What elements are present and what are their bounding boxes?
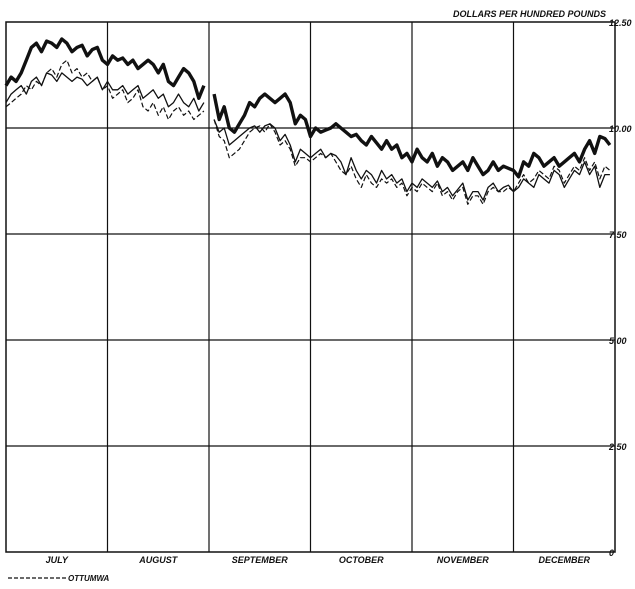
y-axis-label: DOLLARS PER HUNDRED POUNDS [453, 9, 606, 19]
x-tick-label: NOVEMBER [437, 555, 490, 565]
x-tick-label: JULY [46, 555, 69, 565]
y-tick-label: 2.50 [608, 442, 627, 452]
x-tick-label: DECEMBER [538, 555, 590, 565]
y-tick-label: 12.50 [609, 18, 632, 28]
series-line-1 [4, 37, 612, 179]
labels-layer: DOLLARS PER HUNDRED POUNDS 0 2.50 5.00 7.50… [46, 9, 632, 565]
x-tick-label: AUGUST [138, 555, 179, 565]
legend-label-ottumwa: OTTUMWA [68, 574, 110, 583]
x-tick-label: SEPTEMBER [232, 555, 289, 565]
series-line-3 [5, 59, 611, 205]
y-tick-label: 10.00 [609, 124, 632, 134]
x-tick-label: OCTOBER [339, 555, 384, 565]
y-tick-label: 7.50 [609, 230, 627, 240]
series-line-2 [5, 72, 610, 201]
grid [5, 21, 616, 553]
y-tick-label: 5.00 [609, 336, 627, 346]
y-tick-label: 0 [609, 548, 614, 558]
legend: OTTUMWA [8, 574, 110, 583]
series-layer [4, 37, 612, 205]
